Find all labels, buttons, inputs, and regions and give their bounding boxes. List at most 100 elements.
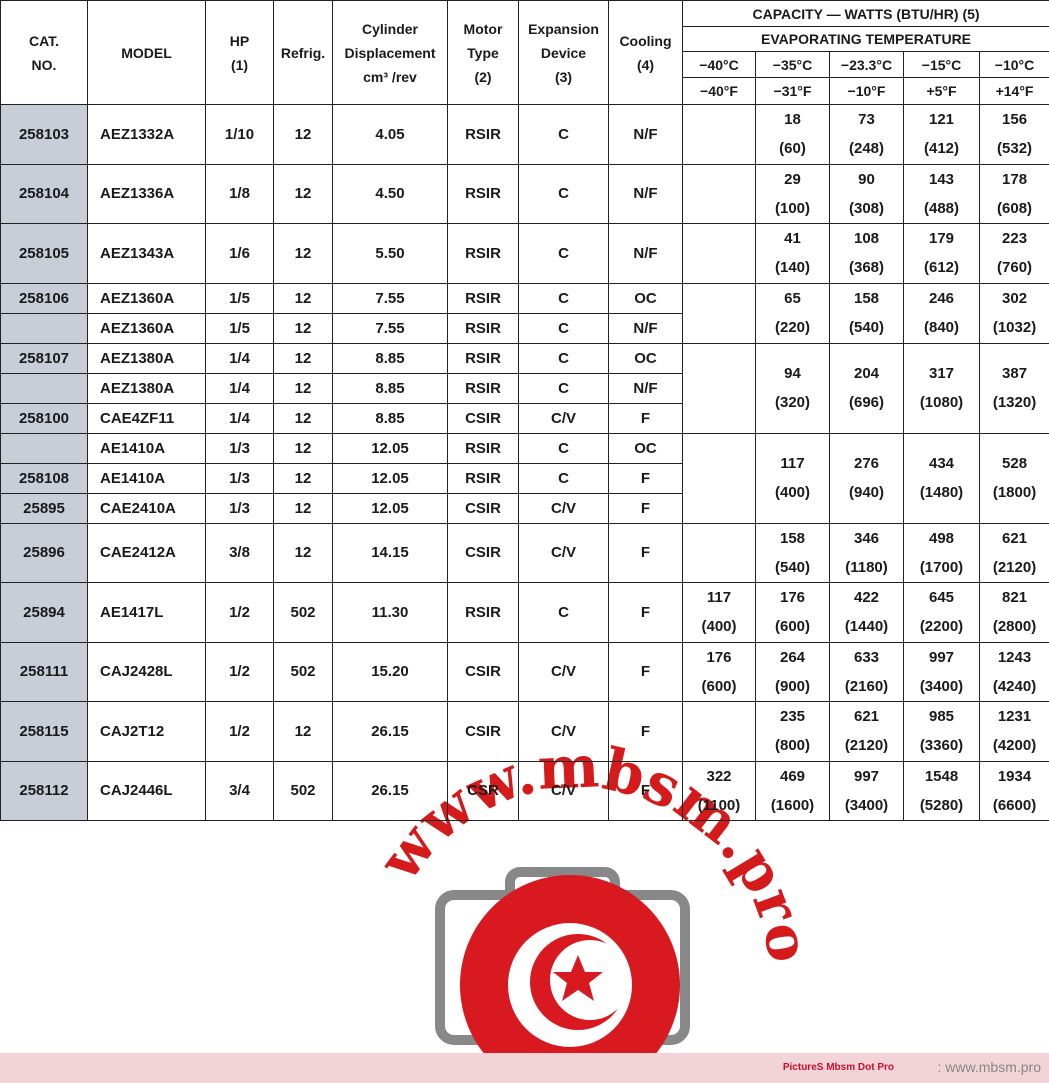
cell: 12 — [273, 312, 333, 344]
capacity-cell — [682, 223, 756, 284]
cell-text: AEZ1336A — [100, 185, 175, 203]
cell: AE1417L — [87, 582, 206, 643]
cell-text: RSIR — [465, 379, 501, 397]
cell: N/F — [608, 163, 683, 224]
cell: C/V — [518, 641, 609, 702]
capacity-cell: 246 (840) — [903, 282, 980, 344]
cell: 15.20 — [332, 641, 448, 702]
btu: (3400) — [844, 796, 889, 814]
btu: (696) — [848, 394, 885, 411]
capacity-cell: 223 (760) — [978, 223, 1049, 284]
cell: 3/4 — [205, 760, 274, 821]
cell: OC — [608, 282, 683, 314]
cell-text: N/F — [633, 379, 658, 397]
capacity-cell — [682, 522, 756, 583]
cell-text: 1/4 — [229, 409, 250, 427]
cell: C/V — [518, 701, 609, 762]
capacity-cell: 633 (2160) — [829, 641, 904, 702]
btu: (1700) — [919, 558, 964, 576]
btu: (2120) — [844, 737, 889, 755]
cell: CAJ2446L — [87, 760, 206, 821]
fahrenheit-header: +5°F — [903, 77, 980, 105]
watts: 90 — [858, 170, 875, 188]
watts: 322 — [706, 767, 732, 785]
cell: AEZ1360A — [87, 312, 206, 344]
cell-text: F — [640, 469, 651, 487]
cell-text: F — [640, 544, 651, 562]
capacity-cell: 322 (1100) — [682, 760, 756, 821]
cell-text: CAJ2T12 — [100, 722, 165, 740]
cell: C — [518, 582, 609, 643]
body-row: 258106 AEZ1360A 1/5 12 7.55 RSIR C OC 65 (220) 158… — [0, 282, 1049, 344]
celsius-header: −10°C — [978, 51, 1049, 78]
cell: RSIR — [447, 462, 519, 494]
cell: C — [518, 312, 609, 344]
btu: (532) — [997, 140, 1033, 158]
cell-text: 15.20 — [371, 663, 409, 681]
body-row: AE1410A 1/3 12 12.05 RSIR C OC 117 (400) 276 (940)… — [0, 432, 1049, 524]
cell-text: 1/4 — [229, 349, 250, 367]
btu: (3400) — [919, 677, 964, 695]
cell: 5.50 — [332, 223, 448, 284]
watts: 41 — [784, 230, 801, 248]
cell-text: AEZ1343A — [100, 244, 175, 262]
cell-text: 8.85 — [375, 379, 405, 397]
cell-text: C/V — [550, 544, 576, 562]
cell-text: 12 — [294, 125, 312, 143]
btu: (1080) — [919, 394, 964, 411]
body-row: 25896 CAE2412A 3/8 12 14.15 CSIR C/V F 158 (540) 3… — [0, 522, 1049, 583]
header-cell: MODEL — [87, 0, 206, 105]
cell: 12 — [273, 522, 333, 583]
cell: AE1410A — [87, 462, 206, 494]
cell: CAE2412A — [87, 522, 206, 583]
btu: (3360) — [919, 737, 964, 755]
cell: C — [518, 342, 609, 374]
capacity-cell: 29 (100) — [755, 163, 830, 224]
cell-text: CSIR — [465, 499, 501, 517]
cell: N/F — [608, 372, 683, 404]
cell: 1/5 — [205, 282, 274, 314]
cell: 1/4 — [205, 372, 274, 404]
cell-text: C — [558, 244, 569, 262]
cell: 1/6 — [205, 223, 274, 284]
cell: 502 — [273, 641, 333, 702]
cell-text: C — [558, 185, 569, 203]
watts: 633 — [853, 648, 880, 666]
cell-text: AEZ1380A — [100, 349, 175, 367]
btu: (940) — [848, 484, 885, 501]
cell: 1/3 — [205, 432, 274, 464]
cell: 8.85 — [332, 342, 448, 374]
cell: 12 — [273, 701, 333, 762]
cell: 12 — [273, 282, 333, 314]
cell: AEZ1380A — [87, 372, 206, 404]
body-row: 258108 AE1410A 1/3 12 12.05 RSIR C F — [0, 462, 1049, 494]
capacity-title: CAPACITY — WATTS (BTU/HR) (5) — [681, 0, 1049, 27]
capacity-cell: 997 (3400) — [829, 760, 904, 821]
capacity-cell: 41 (140) — [755, 223, 830, 284]
capacity-cell: 387 (1320) — [978, 342, 1049, 434]
cell: CSIR — [447, 402, 519, 434]
celsius-header: −15°C — [903, 51, 980, 78]
watts: 387 — [1002, 365, 1028, 382]
header-row: −40°F −31°F −10°F +5°F +14°F — [1, 77, 1049, 105]
btu: (600) — [701, 677, 737, 695]
cell-text: RSIR — [465, 244, 501, 262]
cell-text: 258115 — [19, 722, 69, 740]
cell: F — [608, 582, 683, 643]
cell: C/V — [518, 522, 609, 583]
cell-text: C/V — [550, 722, 576, 740]
body-row: 258112 CAJ2446L 3/4 502 26.15 CSR C/V F 322 (1100… — [0, 760, 1049, 821]
body-row: AEZ1360A 1/5 12 7.55 RSIR C N/F — [0, 312, 1049, 344]
cell-text: 12 — [294, 469, 312, 487]
watts: 246 — [928, 290, 955, 307]
cell: F — [608, 462, 683, 494]
cell: 1/3 — [205, 492, 274, 524]
cell-text: CAJ2428L — [100, 663, 173, 681]
cell-text: CSIR — [465, 663, 501, 681]
btu: (608) — [997, 199, 1033, 217]
watts: 223 — [1002, 230, 1028, 248]
cell-text: 12 — [294, 319, 312, 337]
body-row: 258115 CAJ2T12 1/2 12 26.15 CSIR C/V F 235 (800) 6… — [0, 701, 1049, 762]
cell-text: AE1410A — [100, 439, 166, 457]
